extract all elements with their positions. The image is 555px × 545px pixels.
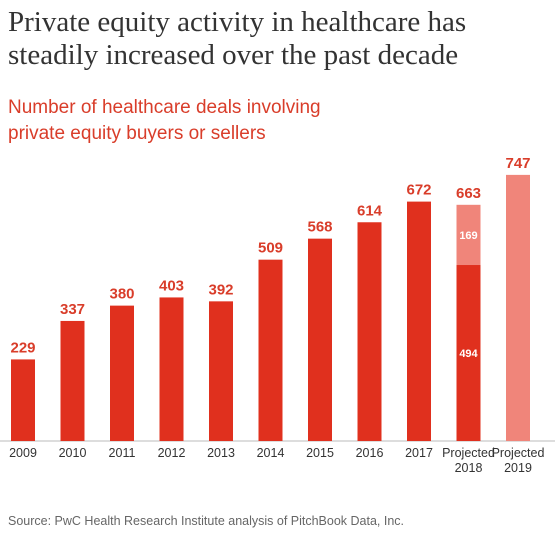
- segment-label: 494: [459, 348, 478, 360]
- bar: [11, 359, 35, 441]
- x-tick-label: 2011: [108, 446, 136, 460]
- value-label: 229: [10, 339, 35, 356]
- x-tick-label: Projected 2018: [442, 446, 495, 475]
- x-tick-label: 2016: [355, 446, 384, 460]
- value-label: 509: [258, 240, 283, 257]
- value-label: 380: [109, 286, 134, 303]
- bar: [60, 320, 85, 441]
- bar: [258, 259, 283, 441]
- bar: [456, 204, 481, 266]
- x-tick-label: 2017: [405, 446, 433, 460]
- chart-subtitle: Number of healthcare deals involving pri…: [8, 97, 321, 144]
- value-label: 747: [505, 155, 530, 172]
- bar: [159, 297, 184, 441]
- segment-label: 169: [459, 230, 477, 242]
- x-tick-label: 2014: [256, 446, 285, 460]
- x-tick-label: 2013: [207, 446, 235, 460]
- bar: [308, 238, 332, 441]
- x-tick-label: 2009: [9, 446, 37, 460]
- bar: [209, 301, 233, 441]
- value-label: 614: [357, 202, 383, 219]
- value-label: 337: [60, 301, 85, 318]
- value-label: 672: [406, 182, 431, 199]
- x-tick-label: 2012: [157, 446, 186, 460]
- x-tick-label: 2015: [306, 446, 334, 460]
- bar: [110, 305, 134, 441]
- value-label: 403: [159, 277, 184, 294]
- chart-title: Private equity activity in healthcare ha…: [8, 6, 467, 71]
- source-note: Source: PwC Health Research Institute an…: [8, 514, 405, 528]
- x-tick-label: Projected 2019: [491, 446, 545, 475]
- value-label: 663: [456, 185, 481, 202]
- x-tick-label: 2010: [58, 446, 87, 460]
- bar: [357, 222, 382, 441]
- bar: [456, 265, 481, 441]
- bar: [506, 174, 530, 441]
- value-label: 568: [307, 219, 332, 236]
- value-label: 392: [208, 281, 233, 298]
- bar: [407, 201, 431, 441]
